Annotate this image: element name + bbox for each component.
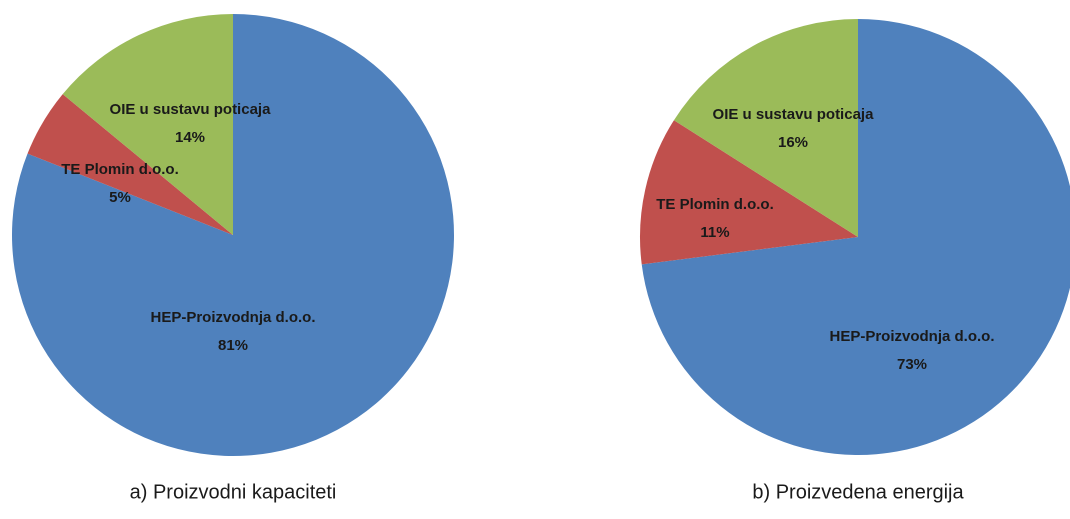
- slice-label: HEP-Proizvodnja d.o.o.: [150, 309, 315, 326]
- pie-slice: [12, 14, 455, 456]
- slice-value: 5%: [109, 189, 131, 206]
- chart-caption: b) Proizvedena energija: [752, 481, 964, 503]
- slice-label: OIE u sustavu poticaja: [110, 101, 272, 118]
- chart-caption: a) Proizvodni kapaciteti: [130, 481, 337, 503]
- slice-value: 14%: [175, 129, 205, 146]
- pie-slice: [673, 18, 858, 237]
- slice-value: 11%: [700, 224, 729, 241]
- slice-value: 73%: [897, 356, 927, 373]
- slice-value: 16%: [778, 134, 808, 151]
- slice-label: TE Plomin d.o.o.: [656, 196, 774, 213]
- pie-slice: [27, 94, 234, 235]
- slice-label: TE Plomin d.o.o.: [61, 161, 179, 178]
- slice-label: HEP-Proizvodnja d.o.o.: [829, 328, 994, 345]
- slice-label: OIE u sustavu poticaja: [713, 106, 875, 123]
- pie-slice: [62, 14, 234, 235]
- pie-slice: [641, 19, 1070, 455]
- slice-value: 81%: [218, 337, 248, 354]
- pie-slice: [640, 120, 858, 265]
